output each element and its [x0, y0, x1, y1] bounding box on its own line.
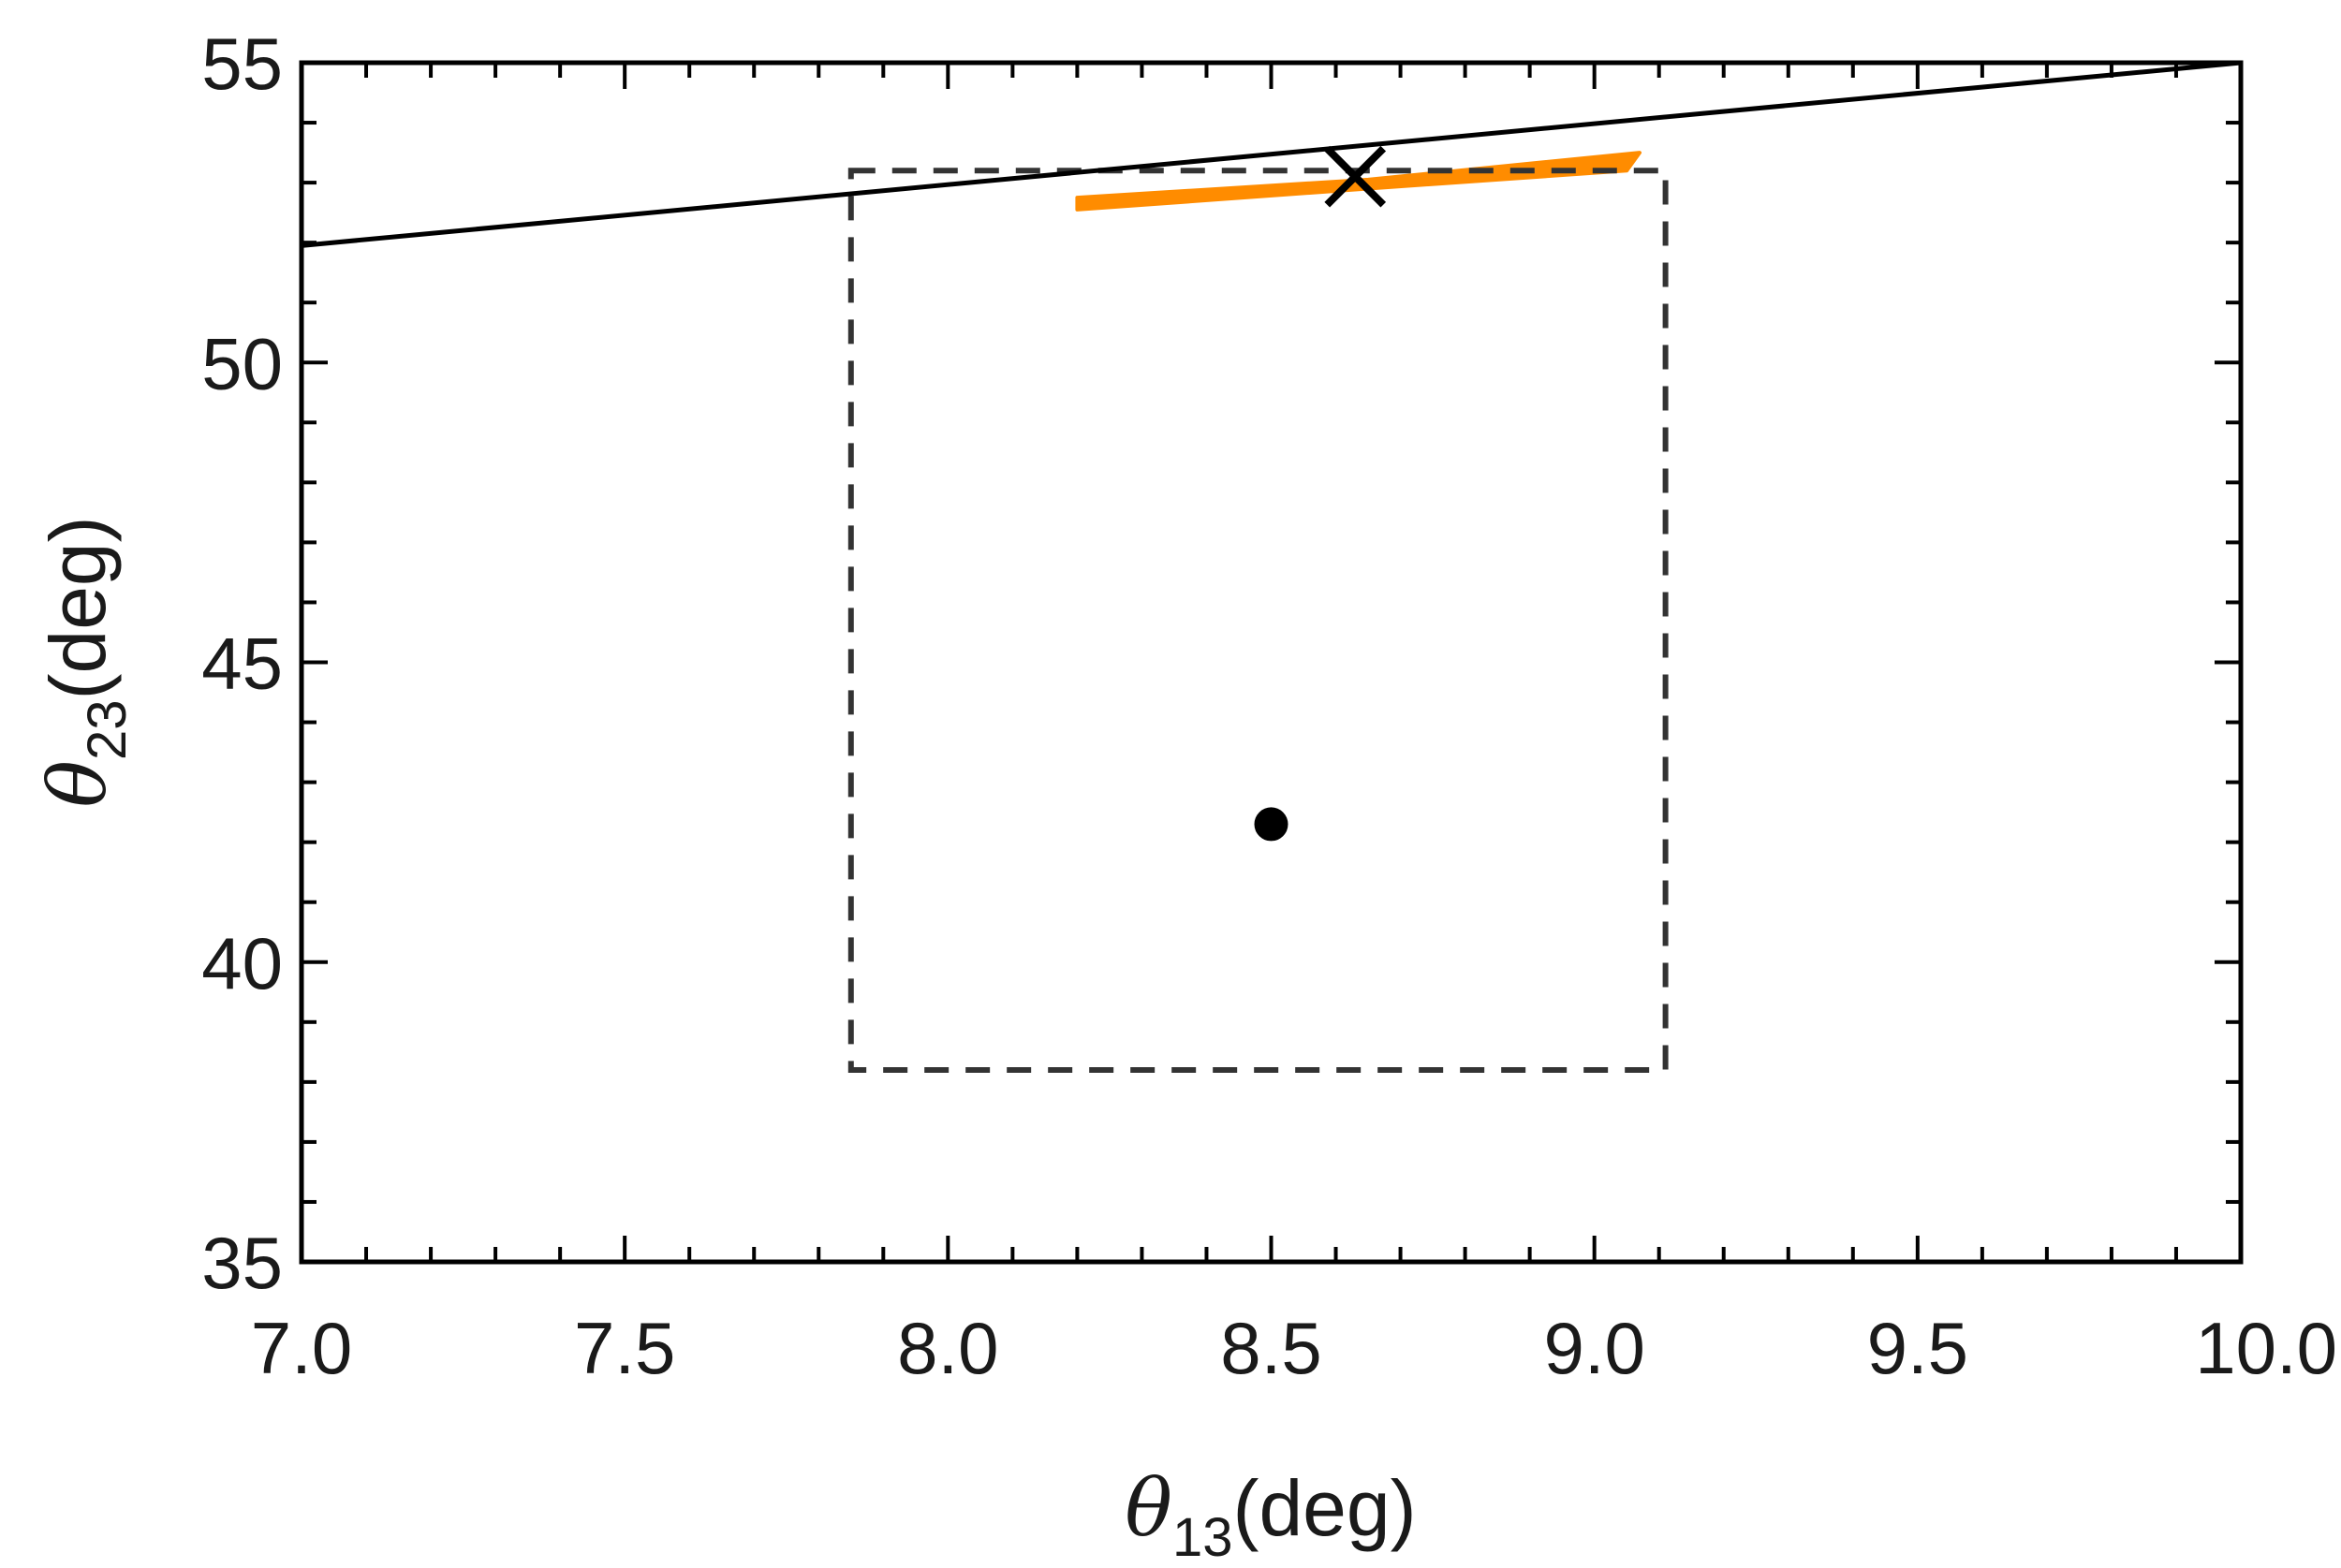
ticks-layer: 7.0 7.5 8.0 8.5 9.0 9.5 10.0 35 40 45 50 55 [201, 22, 2337, 1389]
best-fit-point [1254, 807, 1288, 842]
plot-frame [299, 60, 2244, 1265]
range-box [847, 168, 1669, 1074]
x-tick-label: 10.0 [2195, 1307, 2337, 1389]
x-tick-label: 9.0 [1543, 1307, 1644, 1389]
constraint-line [302, 63, 2241, 248]
y-tick-label: 45 [201, 623, 283, 705]
x-tick-label: 9.5 [1867, 1307, 1968, 1389]
x-axis-label: θ13(deg) [1125, 1462, 1416, 1568]
x-tick-label: 7.5 [574, 1307, 675, 1389]
y-tick-label: 50 [201, 322, 283, 404]
y-tick-label: 40 [201, 922, 283, 1004]
x-tick-label: 8.5 [1220, 1307, 1321, 1389]
plot-layer [302, 63, 2241, 1074]
prediction-x-marker [1324, 145, 1387, 208]
x-tick-label: 7.0 [251, 1307, 352, 1389]
y-tick-label: 35 [201, 1222, 283, 1304]
y-axis-label: θ23(deg) [32, 516, 138, 807]
x-tick-label: 8.0 [897, 1307, 998, 1389]
x-marker-stroke [1324, 145, 1387, 208]
y-tick-label: 55 [201, 22, 283, 105]
